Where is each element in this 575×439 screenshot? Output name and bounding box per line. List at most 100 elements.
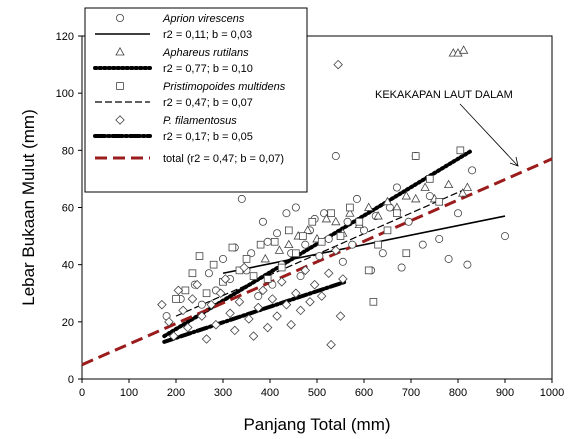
data-point-diamond bbox=[286, 319, 296, 330]
data-point-square bbox=[299, 232, 307, 240]
data-point-diamond bbox=[309, 279, 320, 290]
data-point-circle bbox=[331, 152, 340, 161]
data-point-circle bbox=[338, 257, 347, 266]
data-point-square bbox=[456, 146, 465, 155]
data-point-square bbox=[256, 240, 265, 249]
x-tick-label: 0 bbox=[79, 387, 85, 399]
data-point-square bbox=[270, 237, 279, 246]
data-point-diamond bbox=[248, 331, 259, 341]
x-axis-title: Panjang Total (mm) bbox=[243, 415, 390, 434]
y-tick-label: 80 bbox=[62, 145, 74, 157]
data-point-circle bbox=[315, 252, 324, 261]
y-tick-label: 20 bbox=[62, 317, 74, 329]
data-point-diamond bbox=[206, 299, 217, 310]
annotation-text: KEKAKAPAN LAUT DALAM bbox=[375, 89, 513, 101]
legend-series-stats: r2 = 0,77; b = 0,10 bbox=[163, 63, 253, 75]
data-point-circle bbox=[500, 232, 509, 241]
y-tick-label: 120 bbox=[56, 31, 74, 43]
x-tick-label: 800 bbox=[449, 387, 467, 399]
data-point-diamond bbox=[295, 305, 306, 316]
data-point-diamond bbox=[258, 285, 268, 296]
data-point-triangle bbox=[284, 239, 294, 249]
data-point-circle bbox=[404, 217, 413, 226]
data-point-circle bbox=[359, 226, 368, 235]
x-tick-label: 200 bbox=[167, 387, 185, 399]
data-point-triangle bbox=[420, 182, 430, 191]
data-point-triangle bbox=[458, 45, 469, 54]
y-tick-label: 0 bbox=[68, 374, 74, 386]
data-point-triangle bbox=[274, 245, 285, 254]
data-point-square bbox=[209, 260, 218, 269]
data-point-diamond bbox=[253, 302, 264, 313]
data-point-triangle bbox=[345, 208, 355, 217]
data-point-square bbox=[346, 203, 354, 212]
data-point-triangle bbox=[364, 202, 374, 211]
data-point-triangle bbox=[411, 193, 421, 203]
data-point-square bbox=[364, 266, 373, 275]
legend-series-name: Aphareus rutilans bbox=[162, 47, 249, 59]
data-point-square bbox=[435, 197, 443, 206]
x-tick-label: 1000 bbox=[540, 387, 564, 399]
legend-total-name: total bbox=[163, 153, 187, 165]
data-point-diamond bbox=[229, 325, 240, 336]
data-point-triangle bbox=[382, 196, 393, 206]
data-point-diamond bbox=[267, 294, 278, 304]
data-point-circle bbox=[444, 254, 453, 263]
x-tick-label: 300 bbox=[214, 387, 232, 399]
y-tick-label: 40 bbox=[62, 260, 74, 272]
data-point-square bbox=[411, 152, 420, 160]
data-point-diamond bbox=[168, 331, 179, 341]
data-point-square bbox=[355, 217, 364, 226]
data-point-circle bbox=[468, 166, 477, 175]
data-point-circle bbox=[301, 240, 310, 249]
data-point-circle bbox=[263, 237, 272, 246]
fit-line-4 bbox=[81, 157, 553, 367]
data-point-diamond bbox=[164, 317, 174, 327]
data-point-diamond bbox=[234, 297, 245, 307]
data-point-circle bbox=[392, 183, 401, 192]
data-point-circle bbox=[435, 234, 444, 243]
data-point-diamond bbox=[192, 279, 202, 290]
data-point-diamond bbox=[215, 288, 226, 299]
y-axis-title: Lebar Bukaan Mulut (mm) bbox=[19, 109, 38, 306]
data-point-circle bbox=[273, 229, 282, 238]
data-point-triangle bbox=[443, 179, 454, 189]
data-point-diamond bbox=[220, 274, 231, 284]
data-point-diamond bbox=[182, 322, 193, 333]
data-point-square bbox=[195, 252, 204, 260]
data-point-diamond bbox=[187, 294, 198, 304]
data-point-circle bbox=[204, 269, 213, 278]
data-point-diamond bbox=[291, 288, 301, 299]
legend-marker-triangle bbox=[115, 46, 125, 56]
data-point-square bbox=[249, 272, 258, 280]
data-point-square bbox=[242, 255, 251, 263]
y-tick-label: 100 bbox=[56, 88, 74, 100]
data-point-square bbox=[393, 209, 401, 218]
x-tick-label: 900 bbox=[496, 387, 514, 399]
legend-marker-circle bbox=[116, 13, 125, 22]
data-point-circle bbox=[324, 234, 333, 243]
data-point-circle bbox=[418, 240, 427, 249]
data-point-circle bbox=[247, 249, 256, 258]
data-point-diamond bbox=[173, 285, 184, 296]
data-point-diamond bbox=[197, 311, 207, 321]
x-tick-label: 100 bbox=[120, 387, 138, 399]
data-point-circle bbox=[453, 209, 462, 218]
data-point-circle bbox=[348, 240, 357, 249]
data-point-triangle bbox=[373, 211, 383, 220]
legend-marker-square bbox=[116, 82, 124, 90]
data-point-circle bbox=[197, 300, 206, 309]
data-point-square bbox=[369, 298, 378, 306]
data-point-diamond bbox=[225, 308, 235, 319]
x-tick-label: 400 bbox=[261, 387, 279, 399]
data-point-circle bbox=[237, 194, 246, 203]
data-point-square bbox=[277, 263, 286, 272]
x-tick-label: 600 bbox=[355, 387, 373, 399]
x-tick-label: 500 bbox=[308, 387, 326, 399]
data-point-diamond bbox=[316, 291, 327, 301]
data-point-diamond bbox=[201, 334, 212, 344]
annotation: KEKAKAPAN LAUT DALAM bbox=[375, 89, 519, 167]
data-point-square bbox=[263, 275, 272, 283]
data-point-circle bbox=[258, 217, 267, 226]
data-point-square bbox=[383, 226, 392, 235]
